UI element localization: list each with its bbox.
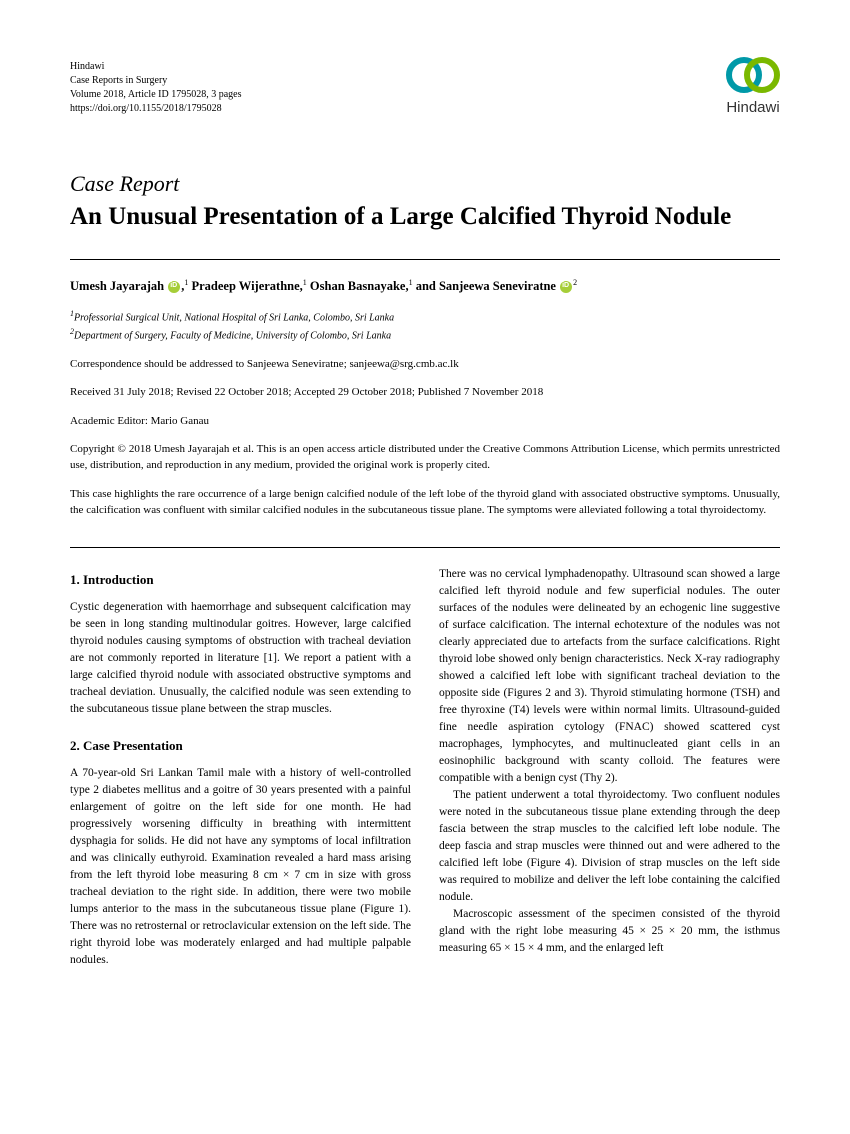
section-heading: 2. Case Presentation (70, 736, 411, 755)
body-paragraph: The patient underwent a total thyroidect… (439, 787, 780, 906)
copyright-text: Copyright © 2018 Umesh Jayarajah et al. … (70, 442, 780, 474)
author-name: Pradeep Wijerathne, (191, 279, 302, 293)
affiliation-text: Department of Surgery, Faculty of Medici… (74, 330, 391, 341)
body-columns: 1. Introduction Cystic degeneration with… (70, 566, 780, 970)
author-affiliation-ref: 1 (409, 278, 413, 287)
orcid-icon[interactable] (168, 281, 180, 293)
body-paragraph: There was no cervical lymphadenopathy. U… (439, 566, 780, 787)
editor-line: Academic Editor: Mario Ganau (70, 414, 780, 429)
body-paragraph: Cystic degeneration with haemorrhage and… (70, 599, 411, 718)
orcid-icon[interactable] (560, 281, 572, 293)
affiliations-block: 1Professorial Surgical Unit, National Ho… (70, 308, 780, 344)
author-affiliation-ref: 2 (573, 278, 577, 287)
publisher-logo: Hindawi (726, 55, 780, 116)
correspondence-line: Correspondence should be addressed to Sa… (70, 357, 780, 372)
divider (70, 259, 780, 260)
hindawi-logo-icon (726, 55, 780, 95)
author-name: Oshan Basnayake, (310, 279, 409, 293)
header-meta: Hindawi Case Reports in Surgery Volume 2… (70, 60, 780, 116)
publisher-logo-text: Hindawi (726, 99, 780, 116)
affiliation-text: Professorial Surgical Unit, National Hos… (74, 312, 394, 323)
body-paragraph: A 70-year-old Sri Lankan Tamil male with… (70, 765, 411, 969)
journal-name: Case Reports in Surgery (70, 74, 780, 88)
volume-line: Volume 2018, Article ID 1795028, 3 pages (70, 88, 780, 102)
authors-list: Umesh Jayarajah ,1 Pradeep Wijerathne,1 … (70, 278, 780, 294)
doi-link[interactable]: https://doi.org/10.1155/2018/1795028 (70, 102, 780, 116)
dates-line: Received 31 July 2018; Revised 22 Octobe… (70, 385, 780, 400)
body-paragraph: Macroscopic assessment of the specimen c… (439, 906, 780, 957)
article-type-label: Case Report (70, 171, 780, 197)
divider (70, 547, 780, 548)
author-name: Sanjeewa Seneviratne (439, 279, 556, 293)
and-separator: and (416, 279, 436, 293)
author-name: Umesh Jayarajah (70, 279, 164, 293)
abstract-text: This case highlights the rare occurrence… (70, 487, 780, 519)
author-affiliation-ref: 1 (184, 278, 188, 287)
author-affiliation-ref: 1 (303, 278, 307, 287)
article-title: An Unusual Presentation of a Large Calci… (70, 203, 780, 231)
publisher-name: Hindawi (70, 60, 780, 74)
section-heading: 1. Introduction (70, 570, 411, 589)
